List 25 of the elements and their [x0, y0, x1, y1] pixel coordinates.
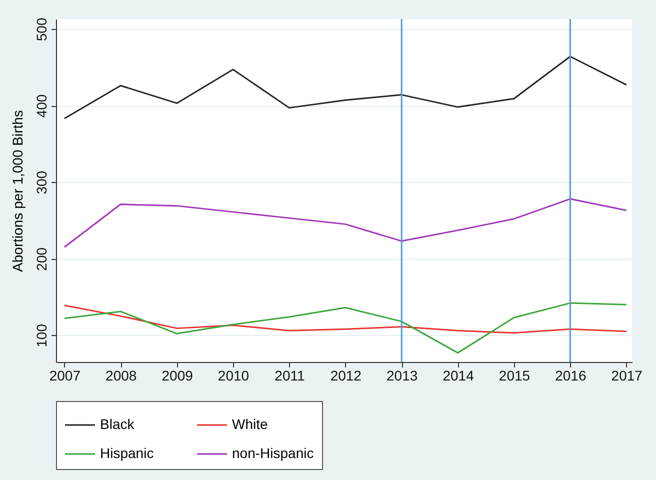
- x-tick-label: 2013: [386, 368, 418, 384]
- legend-label: non-Hispanic: [232, 445, 314, 461]
- y-tick-label: 500: [34, 18, 50, 42]
- y-tick-label: 200: [34, 247, 50, 271]
- x-tick-label: 2009: [162, 368, 194, 384]
- x-tick-label: 2011: [274, 368, 305, 384]
- x-tick-label: 2014: [442, 368, 474, 384]
- line-series: [64, 198, 628, 248]
- x-tick-label: 2008: [106, 368, 137, 384]
- x-tick-label: 2017: [611, 368, 643, 384]
- x-tick-label: 2012: [330, 368, 362, 384]
- legend-label: White: [232, 416, 268, 432]
- legend-label: Black: [100, 416, 136, 432]
- y-tick-label: 100: [34, 324, 50, 348]
- line-series: [64, 304, 628, 334]
- y-tick-label: 400: [34, 94, 50, 118]
- x-tick-label: 2016: [555, 368, 586, 384]
- x-tick-label: 2010: [218, 368, 250, 384]
- legend-label: Hispanic: [100, 445, 154, 461]
- y-axis-title: Abortions per 1,000 Births: [10, 110, 26, 272]
- y-tick-label: 300: [34, 170, 50, 194]
- x-tick-label: 2015: [498, 368, 530, 384]
- x-tick-label: 2007: [49, 368, 81, 384]
- line-series: [64, 302, 628, 354]
- line-series: [64, 56, 628, 120]
